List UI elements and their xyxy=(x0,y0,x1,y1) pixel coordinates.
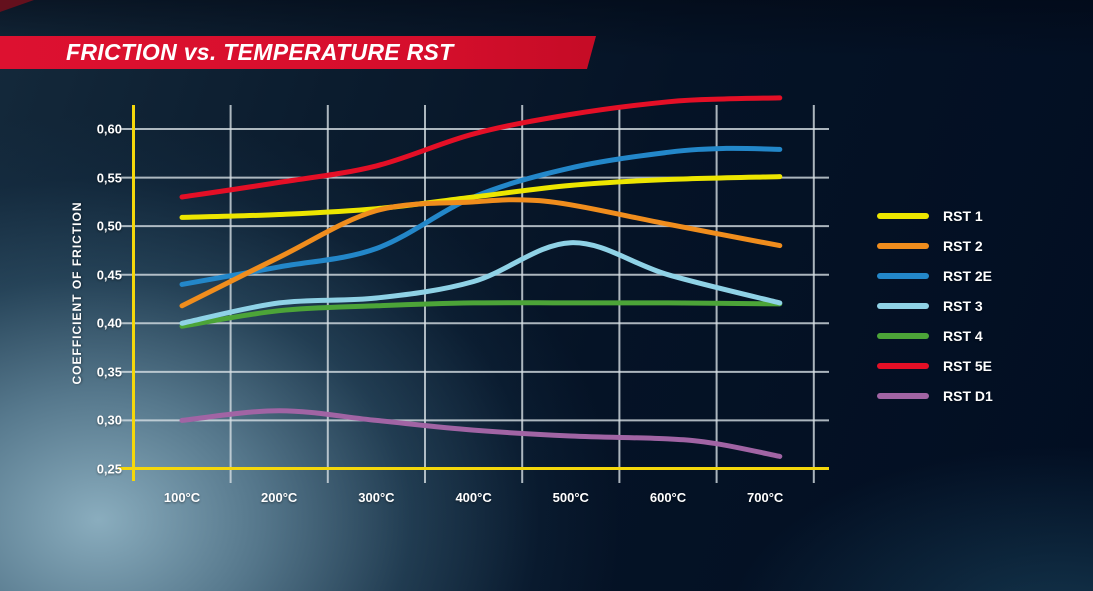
legend-label: RST 4 xyxy=(943,328,983,344)
x-tick-label: 100°C xyxy=(163,490,201,505)
y-tick-label: 0,50 xyxy=(96,218,122,234)
x-tick-label: 600°C xyxy=(649,490,687,505)
page-title: FRICTION vs. TEMPERATURE RST xyxy=(66,39,454,65)
legend-swatch-rst-d1 xyxy=(877,393,929,399)
curve-rst-3 xyxy=(179,240,783,326)
y-tick-label: 0,55 xyxy=(96,170,122,186)
title-banner: FRICTION vs. TEMPERATURE RST xyxy=(0,36,596,69)
legend-swatch-rst-2e xyxy=(877,273,929,279)
legend-label: RST 1 xyxy=(943,208,983,224)
legend-row: RST 2 xyxy=(877,231,993,261)
x-tick-label: 400°C xyxy=(455,490,492,505)
x-tick-label: 200°C xyxy=(261,490,298,505)
y-tick-label: 0,30 xyxy=(96,412,122,428)
legend-label: RST D1 xyxy=(943,388,993,404)
x-tick-label: 300°C xyxy=(358,490,395,505)
legend-swatch-rst-3 xyxy=(877,303,929,309)
legend-row: RST 3 xyxy=(877,291,993,321)
curve-rst-2 xyxy=(179,197,783,309)
y-tick-label: 0,60 xyxy=(96,121,122,137)
legend-row: RST 4 xyxy=(877,321,993,351)
curve-rst-2e xyxy=(179,145,783,287)
y-tick-label: 0,40 xyxy=(96,315,122,331)
legend-swatch-rst-5e xyxy=(877,363,929,369)
y-tick-label: 0,35 xyxy=(96,364,122,380)
legend-row: RST 1 xyxy=(877,201,993,231)
legend-label: RST 2 xyxy=(943,238,983,254)
legend-row: RST 5E xyxy=(877,351,993,381)
legend-swatch-rst-4 xyxy=(877,333,929,339)
legend-row: RST D1 xyxy=(877,381,993,411)
curve-rst-5e xyxy=(179,95,783,200)
legend-label: RST 2E xyxy=(943,268,993,284)
legend-row: RST 2E xyxy=(877,261,993,291)
curve-rst-d1 xyxy=(179,408,783,459)
legend-swatch-rst-1 xyxy=(877,213,929,219)
y-tick-label: 0,45 xyxy=(96,267,122,283)
chart-legend: RST 1 RST 2 RST 2E RST 3 RST 4 RST 5E RST D1 xyxy=(877,201,993,411)
legend-label: RST 3 xyxy=(943,298,983,314)
x-tick-label: 500°C xyxy=(552,490,589,505)
legend-label: RST 5E xyxy=(943,358,993,374)
y-tick-label: 0,25 xyxy=(96,461,122,477)
curve-rst-4 xyxy=(179,300,783,329)
curve-rst-1 xyxy=(179,174,783,220)
x-tick-label: 700°C xyxy=(747,490,784,505)
legend-swatch-rst-2 xyxy=(877,243,929,249)
